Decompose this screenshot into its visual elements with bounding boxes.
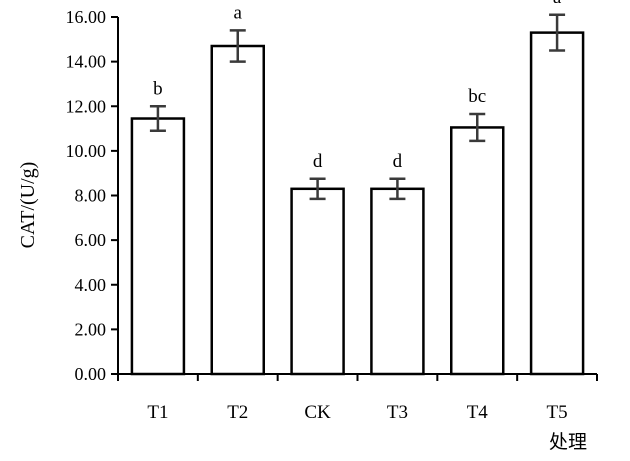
x-tick-label-ck: CK: [304, 402, 331, 423]
significance-label-ck: d: [313, 151, 323, 172]
significance-label-t4: bc: [468, 86, 486, 107]
y-axis: 0.00 2.00 4.00 6.00 8.00 10.00 12.00 14.00 16.00: [66, 7, 119, 384]
x-tick-label-t4: T4: [467, 402, 489, 423]
x-tick-label-t2: T2: [227, 402, 248, 423]
bar-t1: [130, 117, 186, 376]
y-tick-label: 4.00: [75, 275, 107, 295]
y-tick-label: 8.00: [75, 186, 107, 206]
x-axis: T1 T2 CK T3 T4 T5: [117, 373, 598, 423]
y-tick-label: 12.00: [66, 96, 107, 116]
y-tick-label: 2.00: [75, 319, 107, 339]
y-tick-label: 10.00: [66, 141, 107, 161]
bar-t3: [370, 187, 425, 376]
significance-label-t2: a: [234, 2, 243, 23]
bar-t2: [210, 44, 265, 376]
x-tick-label-t5: T5: [547, 402, 568, 423]
bar-t4: [450, 126, 505, 376]
x-tick-label-t1: T1: [147, 402, 168, 423]
significance-label-t1: b: [153, 78, 163, 99]
y-tick-label: 16.00: [66, 7, 107, 27]
bar-t5: [529, 31, 585, 376]
y-axis-title: CAT/(U/g): [17, 162, 39, 249]
significance-label-t3: d: [393, 151, 403, 172]
y-tick-label: 14.00: [66, 52, 107, 72]
significance-label-t5: a: [553, 0, 562, 8]
y-tick-label: 0.00: [75, 364, 107, 384]
x-axis-title: 处理: [549, 431, 587, 453]
significance-labels: b a d d bc a: [153, 0, 562, 172]
y-tick-label: 6.00: [75, 230, 107, 250]
bars: [130, 31, 585, 376]
x-tick-label-t3: T3: [387, 402, 408, 423]
error-bars: [149, 13, 566, 201]
bar-ck: [290, 187, 345, 376]
